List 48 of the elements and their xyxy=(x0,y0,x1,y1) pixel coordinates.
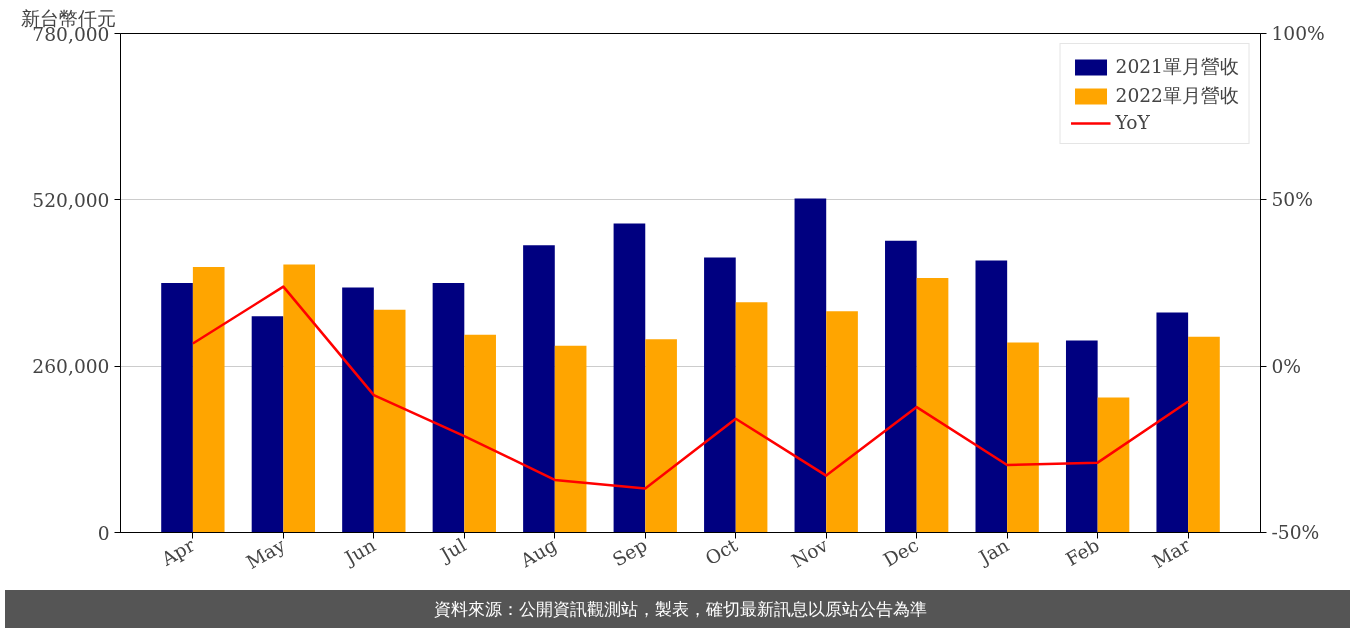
bar xyxy=(1156,312,1189,533)
bar xyxy=(192,267,225,533)
y-tick-label: 520,000 xyxy=(32,189,110,211)
bar xyxy=(885,240,917,533)
bar xyxy=(342,287,374,533)
x-tick-label: Aug xyxy=(516,534,561,572)
y2-tick-label: 100% xyxy=(1271,23,1325,44)
bar xyxy=(975,260,1008,533)
x-tick-label: Dec xyxy=(879,534,922,571)
y2-tick-label: 50% xyxy=(1271,189,1313,211)
bar xyxy=(523,245,555,533)
y-tick-label: 260,000 xyxy=(32,356,110,378)
bar xyxy=(704,257,736,533)
y-tick-label: 0 xyxy=(97,522,110,544)
bar xyxy=(161,283,193,533)
bar xyxy=(432,283,465,533)
x-tick-label: Jul xyxy=(435,534,470,567)
y2-tick-label: 0% xyxy=(1271,355,1302,377)
bar xyxy=(1007,342,1039,533)
x-tick-label: Mar xyxy=(1148,534,1194,573)
bar xyxy=(464,334,496,533)
x-tick-label: Oct xyxy=(701,534,742,570)
legend-label: 2022單月營收 xyxy=(1115,84,1239,108)
bar xyxy=(1188,336,1220,533)
legend-label: 2021單月營收 xyxy=(1115,55,1239,79)
y2-tick-label: -50% xyxy=(1271,522,1320,543)
source-note: 資料來源：公開資訊觀測站，製表，確切最新訊息以原站公告為準 xyxy=(433,598,927,621)
bar xyxy=(1097,397,1130,533)
bar xyxy=(826,311,858,533)
legend-label: YoY xyxy=(1115,112,1150,133)
bar xyxy=(251,316,284,533)
x-tick-label: Sep xyxy=(609,534,651,571)
x-tick-label: May xyxy=(242,534,290,573)
x-tick-label: Nov xyxy=(787,534,832,572)
bar xyxy=(373,309,406,533)
bar xyxy=(554,345,587,533)
bar xyxy=(735,302,768,533)
bar xyxy=(613,223,646,533)
bar xyxy=(916,277,949,533)
bar xyxy=(1065,340,1098,533)
bar xyxy=(794,198,827,533)
x-tick-label: Jan xyxy=(973,534,1013,569)
line-series xyxy=(191,285,1190,490)
x-tick-label: Feb xyxy=(1062,534,1103,571)
x-tick-label: Apr xyxy=(157,534,199,571)
bar xyxy=(645,339,677,533)
x-tick-label: Jun xyxy=(339,534,380,570)
bar xyxy=(283,264,316,533)
